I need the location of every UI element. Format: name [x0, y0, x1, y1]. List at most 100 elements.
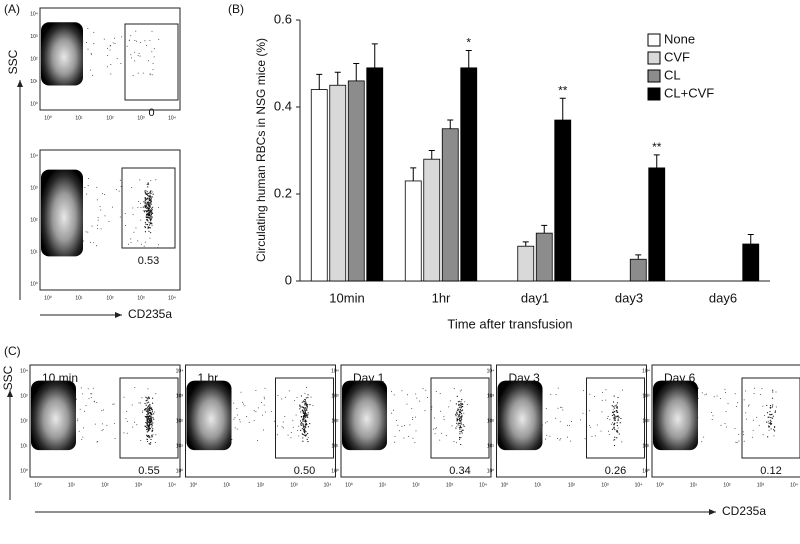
event-dot — [418, 400, 420, 402]
event-dot — [146, 424, 148, 426]
event-dot — [459, 408, 461, 410]
event-dot — [397, 424, 399, 426]
event-dot — [144, 408, 146, 411]
event-dot — [150, 442, 152, 444]
event-dot — [303, 408, 305, 410]
event-dot — [457, 409, 459, 411]
event-dot — [135, 227, 137, 229]
event-dot — [724, 388, 726, 390]
event-dot — [307, 432, 309, 435]
event-dot — [457, 401, 459, 403]
event-dot — [150, 216, 152, 218]
event-dot — [617, 419, 619, 422]
y-tick-label: 10² — [30, 56, 38, 62]
event-dot — [411, 407, 413, 409]
event-dot — [769, 410, 771, 413]
event-dot — [150, 423, 153, 425]
event-dot — [281, 398, 283, 400]
event-dot — [769, 421, 772, 423]
event-dot — [150, 203, 152, 205]
event-dot — [242, 401, 244, 403]
event-dot — [616, 437, 618, 439]
event-dot — [277, 425, 279, 427]
x-axis-label: Time after transfusion — [447, 316, 572, 331]
event-dot — [458, 415, 460, 417]
event-dot — [616, 422, 618, 424]
event-dot — [141, 411, 143, 413]
event-dot — [146, 414, 148, 416]
event-dot — [616, 431, 618, 433]
event-dot — [307, 440, 309, 443]
event-dot — [768, 429, 770, 431]
event-dot — [458, 406, 461, 408]
event-dot — [133, 421, 135, 423]
event-dot — [457, 424, 459, 426]
event-dot — [600, 430, 602, 432]
event-dot — [158, 207, 160, 209]
event-dot — [144, 231, 147, 233]
event-dot — [589, 393, 591, 395]
event-dot — [621, 441, 623, 443]
event-dot — [147, 428, 149, 430]
event-dot — [616, 424, 618, 427]
event-dot — [399, 430, 401, 432]
bar — [535, 232, 553, 282]
event-dot — [90, 54, 92, 56]
event-dot — [142, 72, 144, 74]
event-dot — [114, 42, 116, 44]
event-dot — [453, 388, 455, 390]
event-dot — [147, 186, 149, 188]
event-dot — [97, 219, 99, 221]
event-dot — [150, 438, 152, 441]
event-dot — [305, 397, 307, 399]
event-dot — [299, 404, 301, 406]
event-dot — [154, 441, 156, 443]
x-tick-label: 10⁴ — [635, 482, 643, 488]
event-dot — [151, 426, 153, 428]
event-dot — [126, 410, 128, 412]
event-dot — [253, 420, 255, 422]
event-dot — [303, 420, 305, 422]
event-dot — [96, 401, 98, 403]
event-dot — [774, 410, 777, 412]
event-dot — [305, 427, 307, 429]
y-tick-label: 10³ — [176, 393, 184, 399]
event-dot — [701, 441, 703, 443]
event-dot — [135, 30, 137, 32]
event-dot — [456, 417, 458, 419]
x-tick-label: 10³ — [757, 482, 765, 488]
event-dot — [463, 425, 465, 427]
event-dot — [302, 410, 304, 412]
event-dot — [767, 420, 769, 422]
gate — [741, 377, 800, 459]
event-dot — [443, 419, 445, 421]
bar — [554, 119, 572, 282]
event-dot — [764, 414, 766, 416]
event-dot — [300, 411, 302, 413]
event-dot — [151, 209, 153, 211]
event-dot — [772, 391, 774, 393]
event-dot — [306, 438, 308, 440]
event-dot — [253, 410, 255, 412]
event-dot — [460, 423, 463, 425]
event-dot — [140, 402, 142, 404]
event-dot — [720, 397, 722, 399]
event-dot — [148, 411, 151, 414]
event-dot — [144, 190, 146, 192]
event-dot — [85, 231, 87, 233]
event-dot — [152, 193, 154, 195]
y-tick-label: 10⁰ — [30, 101, 38, 107]
event-dot — [449, 400, 451, 402]
event-dot — [139, 179, 141, 181]
panel-label: (B) — [228, 2, 244, 16]
event-dot — [147, 226, 149, 228]
error-bar — [428, 150, 435, 160]
event-dot — [745, 390, 747, 392]
bar — [404, 180, 422, 282]
event-dot — [458, 410, 460, 412]
event-dot — [304, 421, 306, 423]
x-tick-label: 10⁰ — [656, 482, 664, 488]
event-dot — [148, 415, 150, 417]
event-dot — [434, 433, 436, 435]
event-dot — [236, 407, 238, 409]
